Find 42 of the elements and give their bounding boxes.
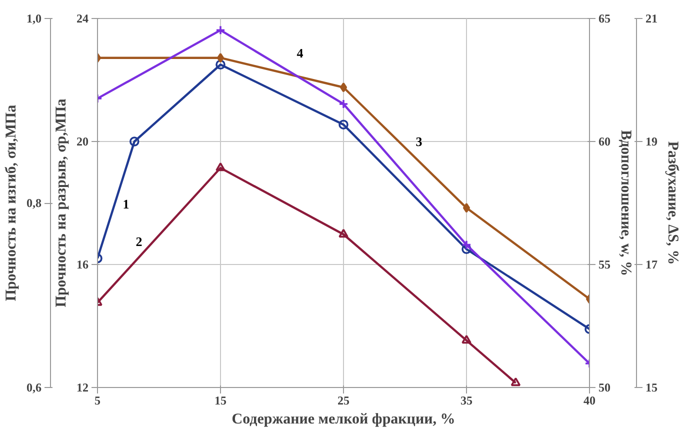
- y2-tick-label: 21: [646, 12, 658, 26]
- y-tick-label: 24: [76, 12, 88, 26]
- x-axis-title: Содержание мелкой фракции, %: [232, 412, 456, 428]
- point: [462, 244, 472, 254]
- point: [216, 25, 226, 36]
- x-tick-label: 15: [214, 394, 226, 408]
- point: [216, 60, 226, 70]
- y2-tick-label: 0,8: [26, 196, 42, 210]
- y-axis-title: Прочность на разрыв, σр,МПа: [54, 98, 70, 308]
- point: [216, 52, 224, 63]
- point: [462, 334, 472, 344]
- point: [216, 162, 226, 172]
- point: [338, 120, 348, 130]
- y-tick-label: 16: [76, 258, 88, 272]
- y-tick-label: 65: [598, 12, 610, 26]
- series-label: 2: [136, 234, 142, 249]
- point: [462, 203, 470, 213]
- point: [510, 377, 521, 386]
- x-tick-label: 25: [338, 394, 350, 408]
- y2-tick-label: 19: [646, 134, 658, 148]
- x-tick-label: 35: [460, 394, 472, 408]
- series-label: 1: [122, 196, 130, 212]
- y2-tick-label: 15: [646, 380, 658, 394]
- point: [338, 99, 348, 109]
- y-axis-title: Вдопоглошение, w, %: [618, 130, 634, 276]
- y-tick-label: 55: [598, 258, 610, 272]
- series-label: 4: [296, 46, 304, 61]
- point: [338, 228, 348, 238]
- y2-tick-label: 1,0: [26, 12, 42, 26]
- y-tick-label: 60: [598, 134, 610, 148]
- series-label: 3: [416, 134, 423, 150]
- point: [340, 82, 348, 92]
- x-tick-label: 40: [584, 394, 596, 408]
- y-tick-label: 12: [76, 380, 88, 394]
- point: [462, 240, 472, 250]
- y2-tick-label: 0,6: [26, 380, 42, 394]
- y2-axis-title: Прочность на изгиб, σи,МПа: [4, 104, 20, 302]
- x-tick-label: 5: [94, 394, 100, 408]
- y2-axis-title: Разбухание, ΔS, %: [664, 141, 680, 265]
- y2-tick-label: 17: [646, 258, 658, 272]
- y-tick-label: 50: [598, 380, 610, 394]
- y-tick-label: 20: [76, 134, 88, 148]
